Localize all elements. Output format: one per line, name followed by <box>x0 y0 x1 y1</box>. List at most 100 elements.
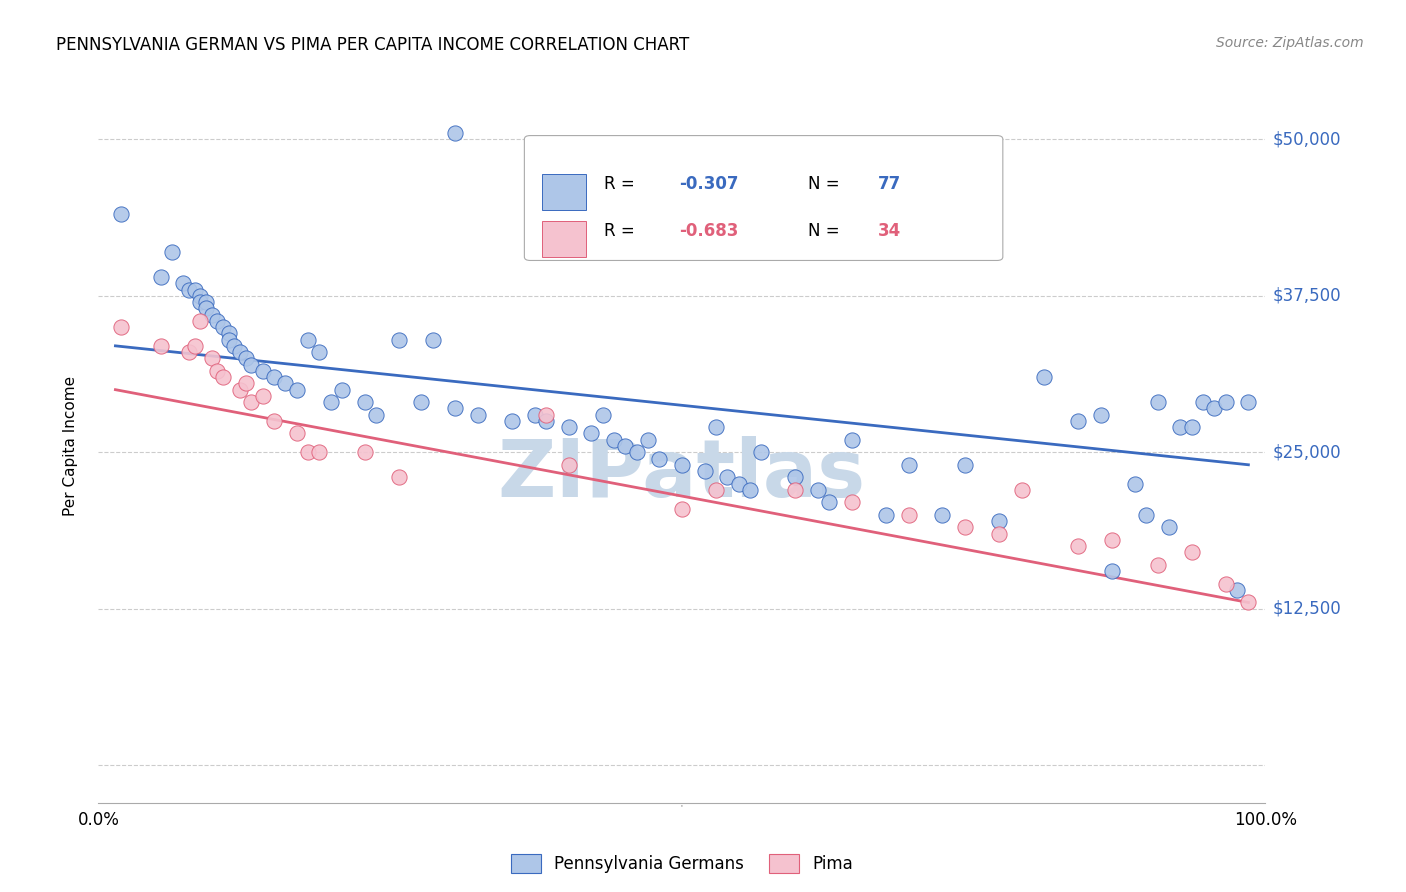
Text: 77: 77 <box>877 175 901 193</box>
Point <box>240 358 263 372</box>
Point <box>1067 414 1090 428</box>
Point <box>1192 395 1215 409</box>
Point <box>648 451 671 466</box>
Point <box>201 308 224 322</box>
Point <box>183 283 205 297</box>
Point <box>557 458 579 472</box>
Point <box>671 458 693 472</box>
Point <box>841 495 863 509</box>
Point <box>229 383 252 397</box>
Point <box>235 376 257 391</box>
Point <box>1204 401 1226 416</box>
Point <box>195 295 218 310</box>
Text: N =: N = <box>808 222 845 240</box>
Point <box>785 483 807 497</box>
Point <box>190 314 212 328</box>
Point <box>1215 395 1237 409</box>
Point <box>218 333 240 347</box>
Point <box>1090 408 1112 422</box>
Point <box>319 395 342 409</box>
Point <box>235 351 257 366</box>
Text: -0.683: -0.683 <box>679 222 740 240</box>
Point <box>195 301 218 316</box>
Point <box>110 207 132 221</box>
Y-axis label: Per Capita Income: Per Capita Income <box>63 376 77 516</box>
Point <box>1067 539 1090 553</box>
Point <box>704 483 727 497</box>
Point <box>177 345 200 359</box>
Point <box>444 126 467 140</box>
Bar <box>541 221 586 257</box>
Point <box>183 339 205 353</box>
Point <box>160 244 183 259</box>
Point <box>353 445 375 459</box>
Point <box>263 370 285 384</box>
Text: 0.0%: 0.0% <box>77 811 120 829</box>
Point <box>212 320 235 334</box>
Text: 34: 34 <box>877 222 901 240</box>
Point <box>1159 520 1181 534</box>
Point <box>592 408 614 422</box>
Point <box>172 277 194 291</box>
Point <box>931 508 953 522</box>
Point <box>190 295 212 310</box>
Point <box>785 470 807 484</box>
Text: R =: R = <box>603 222 640 240</box>
Point <box>693 464 716 478</box>
Point <box>671 501 693 516</box>
Point <box>807 483 830 497</box>
Point <box>229 345 252 359</box>
Point <box>614 439 637 453</box>
Point <box>1237 595 1260 609</box>
Point <box>581 426 603 441</box>
Point <box>1011 483 1033 497</box>
Point <box>897 508 920 522</box>
Point <box>212 370 235 384</box>
Point <box>110 320 132 334</box>
Text: $37,500: $37,500 <box>1272 286 1341 305</box>
Point <box>297 333 319 347</box>
Text: N =: N = <box>808 175 845 193</box>
Point <box>523 408 546 422</box>
Text: -0.307: -0.307 <box>679 175 740 193</box>
Text: ZIPatlas: ZIPatlas <box>498 435 866 514</box>
Point <box>738 483 761 497</box>
Point <box>1033 370 1056 384</box>
Point <box>749 445 772 459</box>
Point <box>953 458 976 472</box>
Text: PENNSYLVANIA GERMAN VS PIMA PER CAPITA INCOME CORRELATION CHART: PENNSYLVANIA GERMAN VS PIMA PER CAPITA I… <box>56 36 689 54</box>
Point <box>988 526 1011 541</box>
Legend: Pennsylvania Germans, Pima: Pennsylvania Germans, Pima <box>505 847 859 880</box>
Point <box>1101 564 1123 578</box>
Point <box>149 339 172 353</box>
Point <box>190 289 212 303</box>
Point <box>308 345 330 359</box>
Point <box>353 395 375 409</box>
Point <box>308 445 330 459</box>
Point <box>207 314 229 328</box>
Point <box>501 414 523 428</box>
Point <box>603 433 626 447</box>
Point <box>1237 395 1260 409</box>
Point <box>201 351 224 366</box>
Point <box>1135 508 1157 522</box>
Point <box>1181 545 1204 559</box>
Point <box>364 408 387 422</box>
Point <box>207 364 229 378</box>
Point <box>875 508 897 522</box>
Point <box>411 395 433 409</box>
Point <box>252 364 274 378</box>
Point <box>626 445 648 459</box>
Text: $25,000: $25,000 <box>1272 443 1341 461</box>
Point <box>534 408 557 422</box>
Point <box>467 408 489 422</box>
Bar <box>541 174 586 210</box>
Point <box>716 470 738 484</box>
Point <box>988 514 1011 528</box>
Text: $50,000: $50,000 <box>1272 130 1341 148</box>
Point <box>330 383 353 397</box>
Point <box>1215 576 1237 591</box>
Point <box>388 470 411 484</box>
Text: 100.0%: 100.0% <box>1234 811 1296 829</box>
Point <box>841 433 863 447</box>
